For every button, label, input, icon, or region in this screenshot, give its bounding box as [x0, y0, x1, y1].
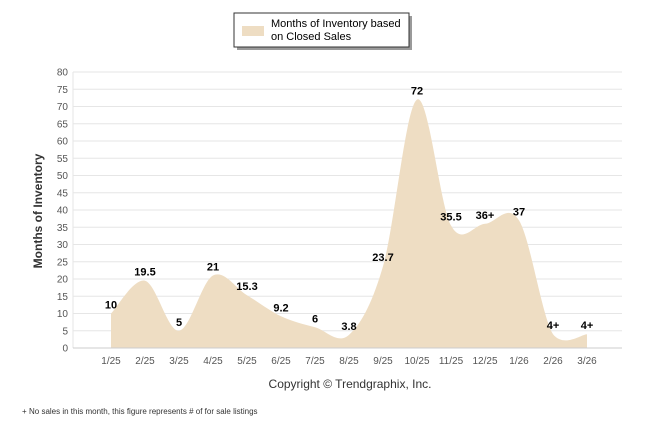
- legend-swatch: [242, 26, 264, 36]
- y-tick-label: 20: [57, 275, 69, 286]
- y-axis-title: Months of Inventory: [31, 153, 45, 268]
- x-tick-label: 1/25: [101, 356, 121, 367]
- data-label: 19.5: [134, 267, 155, 279]
- y-tick-label: 70: [57, 102, 69, 113]
- footnote-symbol: +: [22, 407, 27, 416]
- x-tick-label: 4/25: [203, 356, 223, 367]
- x-axis-ticks: 1/25 2/25 3/25 4/25 5/25 6/25 7/25 8/25 9/25 10/2…: [101, 356, 597, 367]
- legend-line-1: Months of Inventory based: [271, 18, 401, 30]
- y-axis-ticks: 0 5 10 15 20 25 30 35 40 45 50 55 60 65 70 75 80: [57, 68, 69, 355]
- y-tick-label: 60: [57, 137, 69, 148]
- data-label: 15.3: [236, 281, 257, 293]
- legend-line-2: on Closed Sales: [271, 31, 352, 43]
- data-label: 3.8: [341, 321, 356, 333]
- y-tick-label: 80: [57, 68, 69, 79]
- legend: Months of Inventory based on Closed Sale…: [233, 12, 412, 50]
- data-labels: 10 19.5 5 21 15.3 9.2 6 3.8 23.7 72 35.5 36+ 37 4+ 4+: [105, 86, 593, 333]
- data-label: 4+: [581, 320, 594, 332]
- data-label: 4+: [547, 320, 560, 332]
- y-tick-label: 45: [57, 188, 69, 199]
- data-label: 37: [513, 206, 525, 218]
- data-label: 36+: [476, 210, 495, 222]
- y-tick-label: 10: [57, 309, 69, 320]
- x-tick-label: 12/25: [472, 356, 497, 367]
- y-tick-label: 35: [57, 223, 69, 234]
- x-tick-label: 2/26: [543, 356, 563, 367]
- y-tick-label: 55: [57, 154, 69, 165]
- x-tick-label: 11/25: [439, 356, 464, 367]
- y-tick-label: 40: [57, 206, 69, 217]
- data-label: 6: [312, 313, 318, 325]
- data-label: 35.5: [440, 212, 461, 224]
- x-tick-label: 1/26: [509, 356, 529, 367]
- y-tick-label: 75: [57, 85, 69, 96]
- data-label: 21: [207, 262, 219, 274]
- x-tick-label: 8/25: [339, 356, 359, 367]
- x-tick-label: 3/26: [577, 356, 597, 367]
- plot-area: [73, 99, 622, 349]
- series-area: [111, 99, 587, 349]
- x-tick-label: 10/25: [404, 356, 429, 367]
- y-tick-label: 0: [62, 344, 68, 355]
- y-tick-label: 30: [57, 240, 69, 251]
- x-tick-label: 7/25: [305, 356, 325, 367]
- y-tick-label: 50: [57, 171, 69, 182]
- data-label: 5: [176, 317, 182, 329]
- copyright: Copyright © Trendgraphix, Inc.: [269, 377, 432, 391]
- x-tick-label: 9/25: [373, 356, 393, 367]
- y-tick-label: 65: [57, 119, 69, 130]
- x-tick-label: 2/25: [135, 356, 155, 367]
- x-tick-label: 6/25: [271, 356, 291, 367]
- x-tick-label: 5/25: [237, 356, 257, 367]
- data-label: 72: [411, 86, 423, 98]
- footnote: No sales in this month, this figure repr…: [29, 407, 258, 416]
- y-tick-label: 25: [57, 257, 69, 268]
- x-tick-label: 3/25: [169, 356, 189, 367]
- y-tick-label: 5: [62, 326, 68, 337]
- data-label: 10: [105, 300, 117, 312]
- y-tick-label: 15: [57, 292, 69, 303]
- data-label: 23.7: [372, 252, 393, 264]
- data-label: 9.2: [273, 302, 288, 314]
